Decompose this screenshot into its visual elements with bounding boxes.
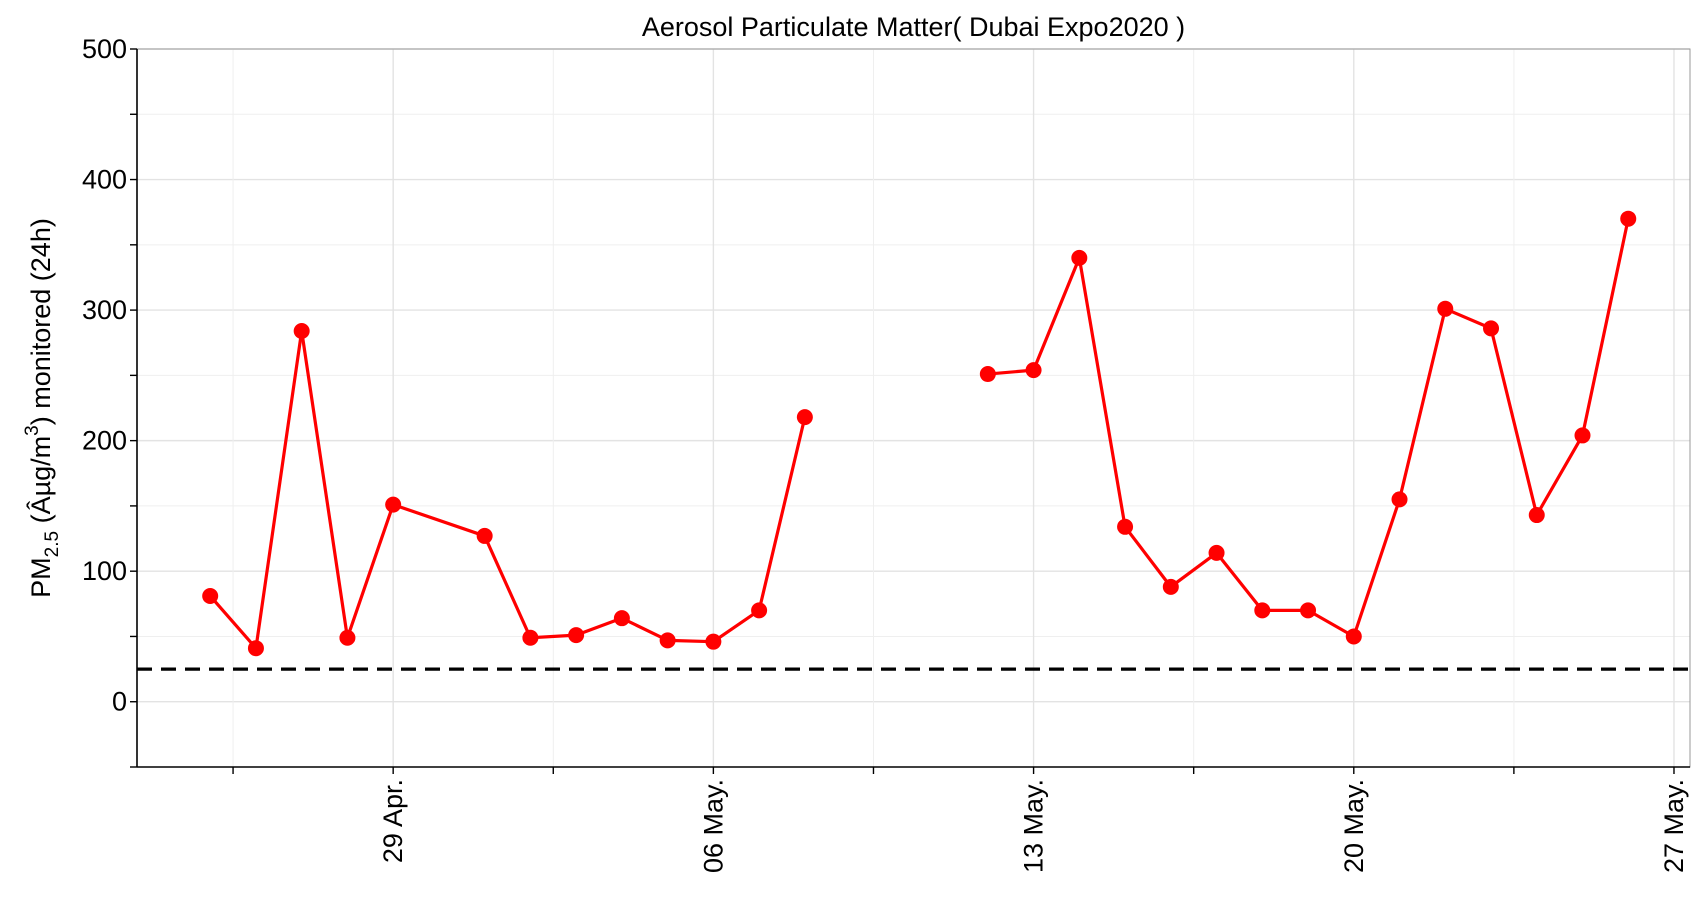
- data-point: [247, 640, 264, 657]
- series-line-segment: [757, 415, 807, 612]
- data-point: [476, 527, 493, 544]
- data-point: [1300, 602, 1317, 619]
- series-line-segment: [1397, 307, 1447, 501]
- series-line-segment: [574, 616, 624, 637]
- series-line-segment: [300, 329, 350, 640]
- x-tick-label: 06 May.: [698, 779, 728, 873]
- series-line-segment: [1077, 256, 1127, 529]
- data-point: [659, 632, 676, 649]
- series-line-segment: [711, 608, 761, 644]
- data-point: [1162, 578, 1179, 595]
- x-tick-label: 20 May.: [1339, 779, 1369, 873]
- data-point: [1117, 518, 1134, 535]
- data-point: [1483, 320, 1500, 337]
- series-line-segment: [620, 616, 670, 642]
- data-point: [568, 627, 585, 644]
- data-point: [751, 602, 768, 619]
- series-layer: [202, 210, 1637, 657]
- x-tick-label: 13 May.: [1019, 779, 1049, 873]
- data-point: [613, 610, 630, 627]
- series-line-segment: [254, 329, 304, 650]
- data-point: [522, 629, 539, 646]
- data-point: [705, 633, 722, 650]
- y-axis-label-suffix: ) monitored (24h): [26, 218, 56, 425]
- data-point: [1574, 427, 1591, 444]
- y-tick-label: 100: [82, 556, 127, 586]
- series-line-segment: [1580, 217, 1630, 438]
- data-point: [1620, 210, 1637, 227]
- series-line-segment: [1352, 497, 1402, 639]
- chart-title: Aerosol Particulate Matter( Dubai Expo20…: [642, 12, 1185, 42]
- y-axis-label-subscript: 2.5: [42, 531, 63, 557]
- series-line-segment: [345, 503, 395, 640]
- data-point: [1528, 507, 1545, 524]
- data-point: [1254, 602, 1271, 619]
- y-tick-label: 200: [82, 426, 127, 456]
- series-line-segment: [1169, 551, 1219, 589]
- y-axis-label-superscript: 3: [22, 425, 43, 436]
- data-point: [293, 322, 310, 339]
- data-point: [979, 366, 996, 383]
- series-line-segment: [391, 503, 487, 538]
- x-tick-label: 27 May.: [1659, 779, 1689, 873]
- series-line-segment: [1214, 551, 1264, 612]
- y-tick-label: 0: [112, 687, 127, 717]
- data-point: [202, 587, 219, 604]
- data-point: [1437, 300, 1454, 317]
- y-tick-label: 400: [82, 165, 127, 195]
- data-point: [1208, 544, 1225, 561]
- data-point: [385, 496, 402, 513]
- x-tick-label: 29 Apr.: [378, 779, 408, 863]
- data-point: [1025, 362, 1042, 379]
- y-axis-label-prefix: PM: [26, 557, 56, 598]
- data-point: [1071, 249, 1088, 266]
- data-point: [339, 629, 356, 646]
- y-axis-label: PM2.5 (Âµg/m3) monitored (24h): [22, 218, 63, 598]
- y-tick-label: 300: [82, 295, 127, 325]
- series-line-segment: [1031, 256, 1081, 372]
- series-line-segment: [208, 594, 258, 650]
- data-point: [796, 409, 813, 426]
- series-line-segment: [1123, 525, 1173, 589]
- series-line-segment: [1535, 433, 1585, 517]
- data-point: [1391, 491, 1408, 508]
- series-line-segment: [483, 534, 532, 640]
- y-axis-label-middle: (Âµg/m: [25, 436, 56, 531]
- axes: 0 100 200 300 400 500 29 Apr. 06 May. 13 May. 20 …: [82, 34, 1691, 873]
- series-line-segment: [1443, 307, 1493, 330]
- data-point: [1345, 628, 1362, 645]
- series-line-segment: [1489, 326, 1539, 517]
- y-tick-label: 500: [82, 34, 127, 64]
- series-line-segment: [1306, 608, 1356, 639]
